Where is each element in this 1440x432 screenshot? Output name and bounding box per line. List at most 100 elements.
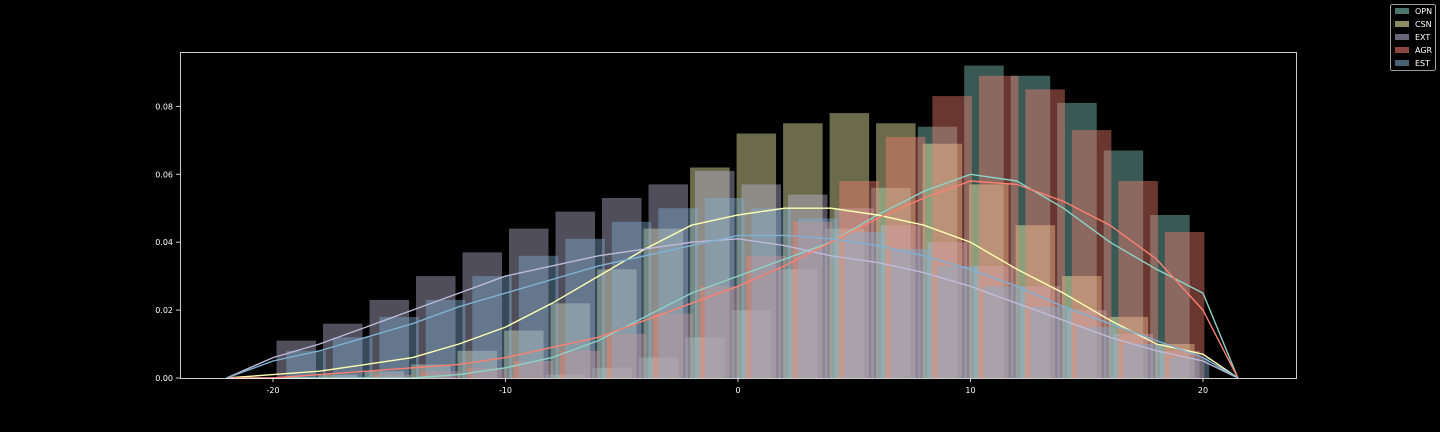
bar-est-17 [1123,344,1163,378]
series-est-bars [286,198,1210,379]
bar-csn-1 [736,133,777,378]
x-tick-label: 20 [1198,386,1208,395]
bar-ext--17 [323,323,363,378]
x-tick-label: 10 [965,386,975,395]
bar-ext-3 [788,194,828,378]
bar-csn-5 [829,113,870,378]
bar-csn--3 [643,228,684,378]
legend-swatch-est [1395,60,1409,66]
bar-est-9 [937,265,977,378]
bar-agr-9 [932,96,972,378]
bar-est-5 [844,232,884,378]
bar-est--7 [565,238,605,378]
bar-csn-13 [1015,225,1056,378]
bar-est--1 [704,198,745,378]
legend-label-opn: OPN [1415,7,1432,16]
bar-opn--3 [638,357,679,378]
series-csn-bars [318,113,1195,378]
legend-label-est: EST [1415,59,1430,68]
bar-agr--13 [420,371,461,378]
bar-csn-3 [783,123,823,378]
bar-csn--17 [318,374,358,378]
bar-agr-1 [746,255,786,379]
kde-lines [226,173,1239,379]
series-opn-bars [545,65,1190,379]
bar-agr--3 [653,313,693,378]
bar-agr-3 [792,221,833,378]
y-tick-label: 0.08 [155,102,173,111]
bar-opn-3 [778,269,818,378]
bar-ext-9 [927,242,967,378]
bar-agr--11 [467,367,507,378]
bar-opn-9 [917,126,958,378]
bar-opn--7 [545,374,586,378]
bar-est-13 [1030,306,1070,378]
bar-agr-11 [978,75,1019,379]
series-agr-bars [374,75,1205,379]
bar-ext-17 [1113,333,1153,378]
bar-opn-15 [1057,102,1097,379]
bar-opn-11 [964,65,1004,378]
bar-ext-11 [974,265,1014,378]
bar-csn--1 [690,167,730,378]
kde-line-opn [226,173,1239,379]
bar-ext--11 [462,252,502,378]
bar-agr--9 [513,361,554,378]
x-tick-label: -10 [499,386,512,395]
y-tick-label: 0.04 [155,238,173,247]
bar-est-1 [751,208,791,378]
y-tick-label: 0.06 [155,170,173,179]
legend-swatch-ext [1395,34,1409,40]
legend-swatch-csn [1395,21,1409,27]
bar-opn-7 [871,187,911,378]
bar-csn-17 [1108,316,1149,378]
bar-agr--1 [699,286,740,378]
bar-csn--15 [364,371,405,378]
y-tick-label: 0.02 [155,306,173,315]
bar-csn-7 [876,123,916,378]
kde-line-ext [226,238,1239,379]
bar-opn-13 [1010,75,1051,379]
bar-ext--15 [369,299,409,378]
x-tick-label: -20 [266,386,279,395]
bar-est-7 [890,249,931,378]
bar-est-19 [1169,357,1210,378]
bar-opn--1 [685,337,725,379]
bar-csn-19 [1155,344,1195,378]
bar-agr-13 [1025,89,1065,379]
bar-csn--5 [597,269,637,378]
bar-ext--3 [648,184,688,378]
bar-ext-15 [1067,310,1107,378]
bar-agr-7 [885,136,926,378]
bar-agr--15 [374,374,414,378]
bar-agr--7 [560,350,600,378]
legend-label-ext: EXT [1415,33,1430,42]
legend-label-agr: AGR [1415,46,1433,55]
bar-ext--13 [416,276,456,378]
bar-opn-1 [731,310,772,378]
y-tick-label: 0.00 [155,374,173,383]
y-axis: 0.00 0.02 0.04 0.06 0.08 [155,102,180,383]
bar-ext--7 [555,211,595,378]
legend: OPN CSN EXT AGR EST [1390,4,1436,71]
bar-est-11 [983,286,1024,378]
kde-line-csn [226,207,1239,379]
bar-opn-17 [1103,150,1144,378]
legend-swatch-agr [1395,47,1409,53]
kde-line-est [226,234,1239,379]
bar-agr-15 [1071,130,1112,378]
bar-agr--5 [606,333,647,378]
bar-est--5 [611,221,652,378]
bar-est-3 [797,218,838,378]
legend-swatch-opn [1395,8,1409,14]
bar-ext--1 [695,170,735,378]
legend-label-csn: CSN [1415,20,1432,29]
x-axis: -20 -10 0 10 20 [266,378,1208,395]
kde-line-agr [226,180,1239,379]
bar-opn--5 [592,367,632,378]
plot-frame [180,52,1297,379]
bar-ext--5 [602,198,642,378]
x-tick-label: 0 [735,386,740,395]
bar-est-15 [1076,327,1117,378]
